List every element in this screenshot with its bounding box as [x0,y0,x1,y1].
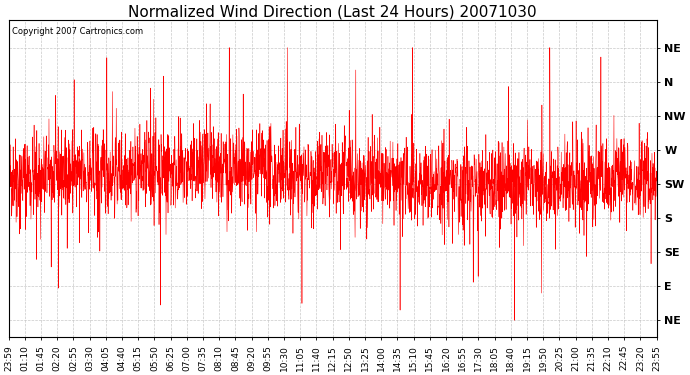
Title: Normalized Wind Direction (Last 24 Hours) 20071030: Normalized Wind Direction (Last 24 Hours… [128,4,537,19]
Text: Copyright 2007 Cartronics.com: Copyright 2007 Cartronics.com [12,27,143,36]
